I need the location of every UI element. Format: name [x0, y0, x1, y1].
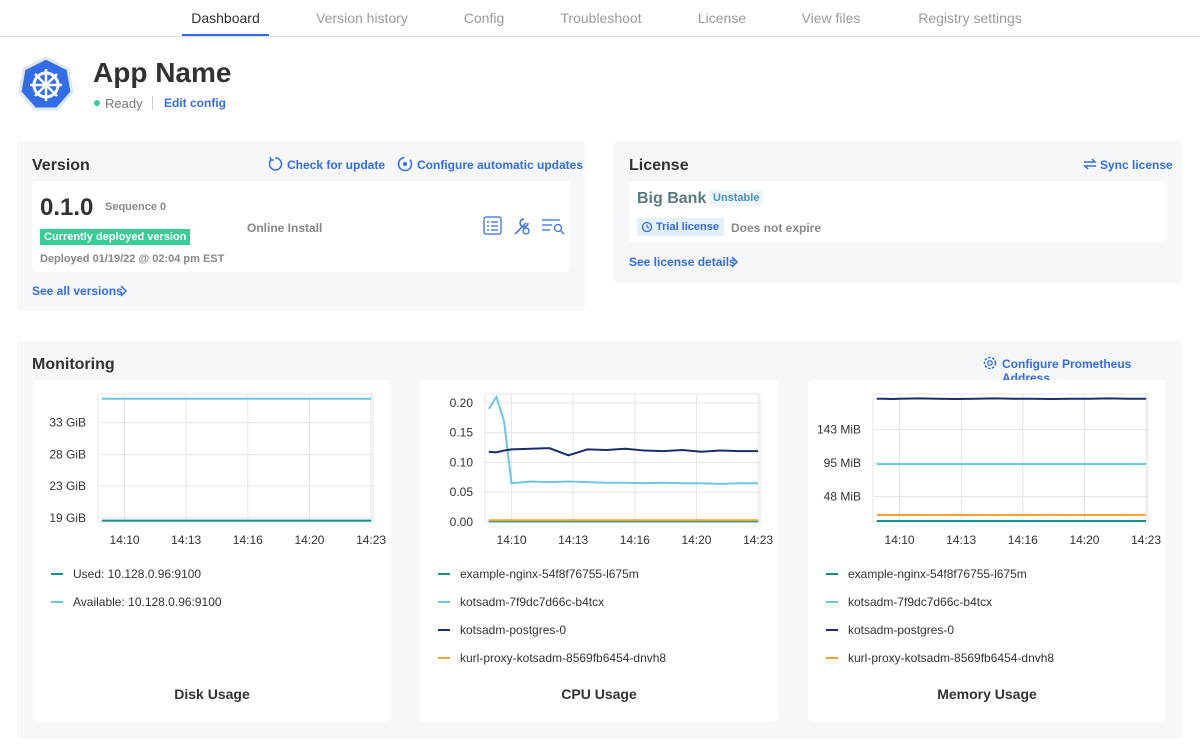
card-title: Monitoring: [32, 356, 115, 373]
license-card: License Sync license Big Bank Unstable T…: [614, 141, 1182, 283]
x-tick-label: 14:23: [1131, 533, 1161, 547]
trial-badge: Trial license: [637, 218, 724, 236]
version-actions[interactable]: [482, 215, 567, 237]
nav-tab[interactable]: Troubleshoot: [560, 10, 642, 26]
version-card: Version Check for update Configure autom…: [17, 141, 585, 311]
status: Ready: [105, 96, 143, 111]
chart-title: Memory Usage: [937, 686, 1037, 702]
nav-tab[interactable]: View files: [801, 10, 861, 26]
nav-tab[interactable]: Config: [463, 10, 505, 26]
plot-frame: [484, 393, 761, 523]
y-tick-label: 0.00: [450, 515, 474, 529]
series-line: [876, 397, 1147, 401]
chart: 0.00 0.05 0.10 0.15 0.20 14:10 14:13 14:16 14:20…: [438, 393, 773, 702]
chart: 19 GiB 23 GiB 28 GiB 33 GiB 14:10 14:13 14:16 1…: [49, 393, 386, 702]
legend-label: kurl-proxy-kotsadm-8569fb6454-dnvh8: [848, 651, 1054, 665]
y-tick-label: 48 MiB: [824, 490, 861, 504]
chart-panel: 0.00 0.05 0.10 0.15 0.20 14:10 14:13 14:16 14:20…: [420, 380, 778, 722]
y-tick-label: 0.10: [450, 455, 474, 469]
x-tick-label: 14:23: [356, 533, 386, 547]
nav-tab[interactable]: Registry settings: [918, 10, 1022, 26]
legend-label: example-nginx-54f8f76755-l675m: [460, 567, 639, 581]
x-tick-label: 14:10: [885, 533, 915, 547]
y-tick-label: 0.20: [450, 396, 474, 410]
legend-label: kotsadm-postgres-0: [848, 623, 954, 637]
see-all-versions-link[interactable]: See all versions: [32, 284, 123, 298]
x-tick-label: 14:10: [497, 533, 527, 547]
x-tick-label: 14:20: [681, 533, 711, 547]
legend-label: example-nginx-54f8f76755-l675m: [848, 567, 1027, 581]
plot-frame: [97, 393, 374, 523]
chart-panel: 19 GiB 23 GiB 28 GiB 33 GiB 14:10 14:13 14:16 1…: [33, 380, 391, 722]
license-row: Big Bank Unstable Trial license Does not…: [629, 181, 1167, 242]
chart-title: CPU Usage: [561, 686, 637, 702]
y-tick-label: 19 GiB: [49, 511, 86, 525]
nav-tab[interactable]: License: [697, 10, 747, 26]
app-name: App Name: [93, 57, 232, 88]
y-tick-label: 143 MiB: [817, 423, 861, 437]
clock-icon: [641, 221, 653, 233]
auto-update-icon: [397, 156, 413, 172]
series-line: [487, 394, 759, 485]
nav-tab[interactable]: Dashboard: [182, 0, 269, 36]
legend-label: kotsadm-7f9dc7d66c-b4tcx: [460, 595, 604, 609]
configure-updates-link[interactable]: Configure automatic updates: [417, 158, 584, 172]
chart-title: Disk Usage: [174, 686, 250, 702]
x-tick-label: 14:16: [233, 533, 263, 547]
card-title: License: [629, 157, 689, 174]
license-name: Big Bank: [637, 190, 707, 207]
card-title: Version: [32, 157, 90, 174]
gear-icon: [983, 356, 997, 370]
legend-label: kurl-proxy-kotsadm-8569fb6454-dnvh8: [460, 651, 666, 665]
x-tick-label: 14:13: [946, 533, 976, 547]
expiry: Does not expire: [731, 221, 822, 235]
version-row: 0.1.0 Sequence 0 Currently deployed vers…: [32, 181, 570, 272]
app-icon: [18, 56, 74, 111]
x-tick-label: 14:16: [620, 533, 650, 547]
divider: [152, 96, 153, 110]
edit-config-link[interactable]: Edit config: [164, 96, 226, 110]
sequence: Sequence 0: [105, 201, 167, 213]
x-tick-label: 14:16: [1008, 533, 1038, 547]
monitoring-card: Monitoring Configure Prometheus Address …: [17, 341, 1182, 738]
version-number: 0.1.0: [40, 194, 94, 221]
nav-tab[interactable]: Version history: [316, 10, 408, 26]
chart-panel: 48 MiB 95 MiB 143 MiB 14:10 14:13 14:16 14:20 1…: [808, 380, 1166, 722]
x-tick-label: 14:13: [558, 533, 588, 547]
y-tick-label: 33 GiB: [49, 416, 86, 430]
deployed-date: Deployed 01/19/22 @ 02:04 pm EST: [40, 253, 225, 265]
nav-bar: Dashboard Version history Config Troublesho…: [0, 0, 1200, 37]
refresh-icon: [268, 156, 283, 171]
legend-label: kotsadm-7f9dc7d66c-b4tcx: [848, 595, 992, 609]
legend-label: Used: 10.128.0.96:9100: [73, 567, 201, 581]
chevron: [731, 256, 739, 268]
install-type: Online Install: [247, 221, 323, 235]
sync-icon: [1083, 158, 1097, 170]
sync-license-link[interactable]: Sync license: [1100, 158, 1173, 172]
status-dot: [94, 100, 100, 106]
chart: 48 MiB 95 MiB 143 MiB 14:10 14:13 14:16 14:20 1…: [817, 393, 1161, 702]
check-update-link[interactable]: Check for update: [287, 158, 386, 172]
x-tick-label: 14:10: [110, 533, 140, 547]
y-tick-label: 0.15: [450, 426, 474, 440]
plot-frame: [872, 393, 1149, 523]
legend-label: Available: 10.128.0.96:9100: [73, 595, 222, 609]
chevron: [120, 285, 128, 297]
channel-badge: Unstable: [709, 190, 764, 206]
x-tick-label: 14:20: [294, 533, 324, 547]
legend-label: kotsadm-postgres-0: [460, 623, 566, 637]
x-tick-label: 14:20: [1069, 533, 1099, 547]
y-tick-label: 95 MiB: [824, 456, 861, 470]
y-tick-label: 28 GiB: [49, 448, 86, 462]
series-line: [488, 447, 759, 457]
deployed-badge: Currently deployed version: [40, 229, 191, 245]
x-tick-label: 14:23: [743, 533, 773, 547]
x-tick-label: 14:13: [171, 533, 201, 547]
y-tick-label: 23 GiB: [49, 479, 86, 493]
license-details-link[interactable]: See license details: [629, 255, 736, 269]
y-tick-label: 0.05: [450, 485, 474, 499]
